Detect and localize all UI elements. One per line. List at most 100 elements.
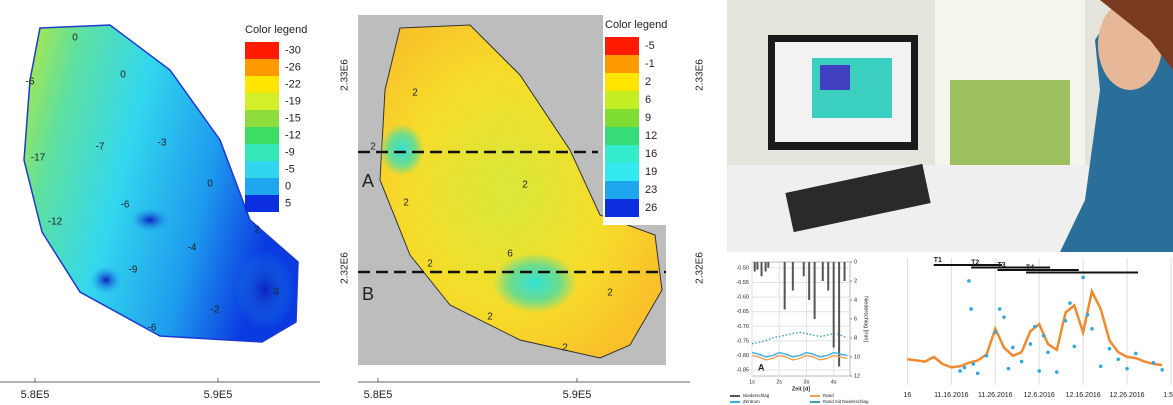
precip-bar	[784, 262, 786, 310]
precip-bar	[844, 262, 846, 281]
y2-tick-label: 8	[854, 335, 857, 341]
x-tick-label: 12.6.2016	[1024, 392, 1055, 399]
data-point	[985, 354, 989, 358]
contour-label: 0	[207, 179, 213, 190]
contour-label: 2	[427, 259, 433, 270]
data-point	[1116, 357, 1120, 361]
y2-tick-label: 10	[854, 354, 860, 360]
data-point	[969, 307, 973, 311]
legend-label: Zentrum	[743, 399, 760, 404]
contour-label: -12	[48, 217, 63, 228]
period-label: T1	[934, 257, 942, 264]
x-tick-label: 5.8E5	[21, 389, 50, 401]
data-point	[1081, 276, 1085, 280]
legend-label: -15	[285, 112, 301, 124]
data-point	[1068, 301, 1072, 305]
y-tick-label: -0.70	[736, 324, 749, 330]
contour-blob	[130, 208, 170, 232]
legend-label: -1	[645, 58, 655, 70]
y2-tick-label: 2	[854, 278, 857, 284]
section-label: A	[362, 171, 374, 191]
legend-label: -12	[285, 129, 301, 141]
precip-bar	[803, 262, 805, 276]
legend-title: Color legend	[605, 19, 667, 31]
x-axis-label: Zeit [d]	[792, 386, 810, 392]
contour-label: 0	[120, 70, 126, 81]
photo-screen-map	[820, 65, 850, 90]
legend-label: -26	[285, 61, 301, 73]
legend-label: -19	[285, 95, 301, 107]
y-tick-label: -0.75	[736, 338, 749, 344]
legend-label: 26	[645, 202, 657, 214]
legend-label: -30	[285, 44, 301, 56]
data-point	[958, 369, 962, 373]
data-point	[1086, 313, 1090, 317]
legend-label: 5	[285, 197, 291, 209]
period-label: T3	[997, 262, 1005, 269]
legend-label: -22	[285, 78, 301, 90]
contour-blob	[90, 266, 122, 294]
legend-swatch	[245, 144, 279, 161]
data-point	[1011, 346, 1015, 350]
contour-label: 2	[487, 312, 493, 323]
legend-swatch	[605, 127, 639, 145]
data-point	[967, 279, 971, 283]
data-point	[1073, 345, 1077, 349]
y-tick-label: -0.85	[736, 368, 749, 374]
contour-label: 6	[507, 249, 513, 260]
contour-blob	[380, 124, 424, 176]
contour-label: 3	[273, 287, 279, 298]
data-point	[1134, 352, 1138, 356]
legend-label: Rand mit Niederschlag	[823, 399, 869, 404]
section-label: B	[362, 284, 374, 304]
data-point	[1007, 367, 1011, 371]
legend-swatch	[245, 93, 279, 110]
legend-swatch	[605, 55, 639, 73]
data-point	[1055, 370, 1059, 374]
legend-swatch	[605, 73, 639, 91]
x-tick-label: 1.5.2	[1163, 392, 1173, 399]
x-tick-label: 11.26.2016	[978, 392, 1013, 399]
y2-axis-label: Niederschlag [mm]	[863, 296, 869, 342]
y-tick-label: -0.80	[736, 353, 749, 359]
y2-tick-label: 0	[854, 259, 857, 265]
legend-swatch	[245, 110, 279, 127]
data-point	[998, 307, 1002, 311]
legend-swatch	[245, 127, 279, 144]
legend-swatch	[245, 76, 279, 93]
legend-swatch	[605, 199, 639, 217]
contour-label: 2	[607, 288, 613, 299]
y2-tick-label: 12	[854, 373, 860, 379]
precip-bar	[808, 262, 810, 300]
x-tick-label: 5.9E5	[204, 389, 233, 401]
contour-label: -7	[96, 142, 105, 153]
legend-swatch	[605, 91, 639, 109]
legend-swatch	[605, 109, 639, 127]
y-tick-label: -0.60	[736, 295, 749, 301]
x-tick-label: 4s	[831, 379, 837, 385]
legend-label: Rand	[823, 393, 834, 398]
data-point	[1042, 334, 1046, 338]
legend-swatch	[245, 195, 279, 212]
x-tick-label: 3s	[804, 379, 810, 385]
data-point	[1037, 369, 1041, 373]
contour-blob	[235, 250, 295, 330]
contour-label: -6	[121, 200, 130, 211]
plot-area	[752, 262, 850, 376]
data-point	[1046, 350, 1050, 354]
legend-label: 12	[645, 130, 657, 142]
figure: Color legend-30-26-22-19-15-12-9-50500-6…	[0, 0, 1173, 405]
x-tick-label: 12.16.2016	[1066, 392, 1101, 399]
legend-swatch	[605, 37, 639, 55]
legend-swatch	[245, 42, 279, 59]
data-point	[971, 362, 975, 366]
contour-blob	[493, 253, 577, 313]
contour-label: -2	[211, 305, 220, 316]
photo	[727, 0, 1173, 252]
precip-bar	[792, 262, 794, 291]
contour-label: -6	[26, 77, 35, 88]
legend-swatch	[605, 145, 639, 163]
precip-bar	[838, 262, 840, 367]
contour-label: 2	[562, 343, 568, 354]
legend-label: 19	[645, 166, 657, 178]
